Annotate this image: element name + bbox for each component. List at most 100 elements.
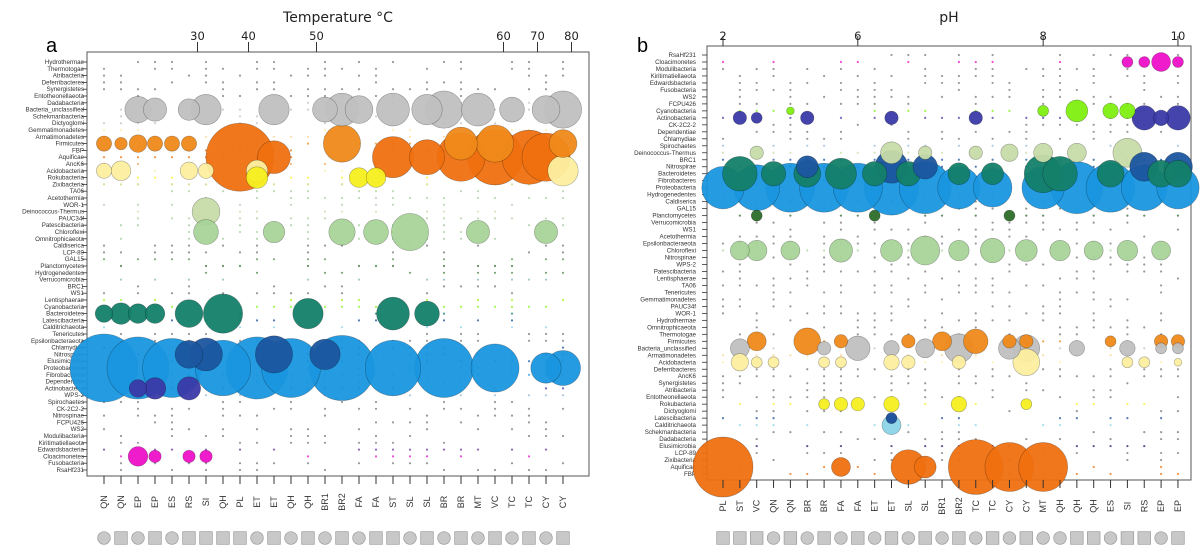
bubble-dot xyxy=(738,382,741,385)
bubble-dot xyxy=(459,122,463,125)
bubble-dot xyxy=(221,414,225,417)
bubble-dot xyxy=(476,217,480,220)
column-label: QH xyxy=(218,495,228,509)
bubble xyxy=(968,110,983,125)
bubble-dot xyxy=(738,333,741,336)
bubble-dot xyxy=(721,116,725,119)
bubble-dot xyxy=(738,270,741,273)
bubble-dot xyxy=(136,292,140,295)
bubble-dot xyxy=(1160,451,1163,455)
bubble-dot xyxy=(1126,67,1129,71)
bubble-dot xyxy=(873,333,876,336)
bubble-dot xyxy=(1058,74,1062,78)
bubble-dot xyxy=(772,403,775,406)
bubble-dot xyxy=(510,271,514,274)
column-label: SL xyxy=(920,500,930,511)
bubble-dot xyxy=(957,375,961,378)
bubble xyxy=(948,239,970,262)
bubble xyxy=(193,219,219,245)
bubble-dot xyxy=(357,428,361,431)
bubble-dot xyxy=(1025,382,1028,385)
bubble-dot xyxy=(856,333,859,336)
bubble-dot xyxy=(391,251,395,254)
bubble-dot xyxy=(323,94,327,98)
bubble-dot xyxy=(924,221,927,224)
row-label: Spirochaetes xyxy=(48,399,84,406)
bubble-dot xyxy=(924,74,927,78)
bubble-dot xyxy=(1008,305,1011,308)
bubble-dot xyxy=(136,60,140,64)
bubble-dot xyxy=(289,428,293,431)
bubble-dot xyxy=(839,116,843,119)
row-label: TA06 xyxy=(682,282,697,289)
bubble-dot xyxy=(823,396,826,399)
bubble-dot xyxy=(772,410,775,413)
column-label: RS xyxy=(1139,500,1149,513)
bubble-dot xyxy=(940,451,944,455)
bubble-dot xyxy=(1143,263,1146,266)
bubble-dot xyxy=(374,203,378,206)
bubble-dot xyxy=(839,151,843,154)
bubble-dot xyxy=(789,137,792,140)
bubble-dot xyxy=(102,448,106,451)
bubble-dot xyxy=(772,151,775,154)
bubble-dot xyxy=(789,116,792,119)
bubble-dot xyxy=(272,292,276,295)
bubble-dot xyxy=(272,135,276,138)
bubble-dot xyxy=(289,305,293,308)
bubble-dot xyxy=(974,284,977,287)
bubble-dot xyxy=(340,183,344,186)
bubble xyxy=(883,340,900,357)
bubble-dot xyxy=(940,437,944,441)
bubble-dot xyxy=(442,135,446,138)
bubble-dot xyxy=(170,292,174,295)
bubble-dot xyxy=(425,298,429,302)
row-label: Zixibacteria xyxy=(664,457,696,464)
bubble-dot xyxy=(856,465,859,469)
bubble-dot xyxy=(408,407,412,410)
bubble xyxy=(767,356,780,369)
bubble-dot xyxy=(1160,95,1163,98)
bubble-dot xyxy=(459,305,463,308)
bubble-dot xyxy=(890,95,893,98)
bubble-dot xyxy=(136,224,140,227)
bubble-dot xyxy=(323,258,327,261)
bubble-dot xyxy=(1058,375,1062,378)
bubble-dot xyxy=(755,235,758,238)
bubble-dot xyxy=(823,256,826,259)
bubble-dot xyxy=(940,242,944,245)
column-label: QN xyxy=(769,499,779,513)
bubble-dot xyxy=(102,122,106,125)
bubble-dot xyxy=(1160,368,1163,371)
bubble xyxy=(414,300,440,327)
bubble-dot xyxy=(1042,389,1045,392)
bubble-dot xyxy=(527,360,531,363)
bubble-dot xyxy=(357,237,361,240)
row-label: Lentisphaerae xyxy=(657,275,697,282)
bubble xyxy=(913,455,937,479)
bubble-dot xyxy=(772,284,775,287)
bubble-dot xyxy=(1126,207,1129,210)
bubble-dot xyxy=(357,278,361,281)
column-label: EP xyxy=(1156,500,1166,512)
top-tick-label: 6 xyxy=(854,29,861,43)
bubble-dot xyxy=(873,144,876,147)
bubble-dot xyxy=(839,221,843,224)
bubble xyxy=(547,155,579,187)
bubble-dot xyxy=(839,368,843,371)
bubble-dot xyxy=(755,221,758,224)
bubble-dot xyxy=(323,434,327,438)
bubble-dot xyxy=(1075,375,1078,378)
bubble-dot xyxy=(1143,403,1146,406)
bubble-dot xyxy=(408,462,412,465)
bubble-dot xyxy=(1176,375,1180,378)
row-label: Edwardsbacteria xyxy=(650,80,697,87)
bubble xyxy=(148,449,162,463)
bubble-dot xyxy=(823,242,826,245)
bubble xyxy=(1068,340,1085,357)
bubble xyxy=(749,145,764,160)
bubble xyxy=(951,355,966,370)
sample-marker-circle xyxy=(437,531,451,545)
bubble-dot xyxy=(1143,270,1146,273)
bubble-dot xyxy=(991,396,994,399)
